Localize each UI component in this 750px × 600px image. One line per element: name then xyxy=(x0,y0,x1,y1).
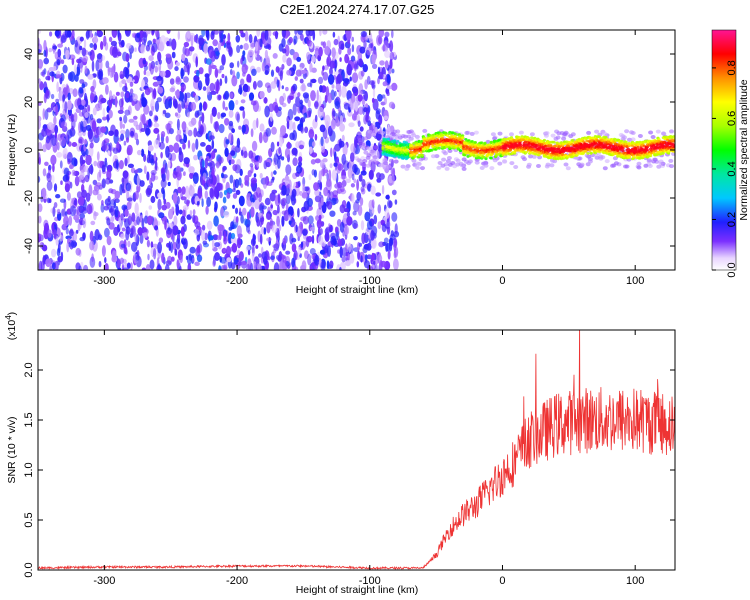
snr-x-tick-label: -300 xyxy=(93,575,115,587)
snr-multiplier: (x104) xyxy=(4,312,18,340)
colorbar xyxy=(711,29,737,271)
snr-y-tick-label: 2.0 xyxy=(23,362,35,377)
spectrogram-x-label: Height of straight line (km) xyxy=(296,284,419,296)
spectrogram-y-label: Frequency (Hz) xyxy=(6,114,18,186)
snr-panel: -300 -200 -100 0 100 0.0 0.5 1.0 1.5 2.0 Height … xyxy=(4,312,676,596)
colorbar-tick-label: 0.2 xyxy=(726,212,738,227)
spectrogram-x-tick-label: -100 xyxy=(359,275,381,287)
snr-x-tick-label: 0 xyxy=(499,575,505,587)
snr-x-tick-label: 100 xyxy=(626,575,644,587)
snr-y-tick-label: 0.0 xyxy=(23,562,35,577)
spectrogram-heatmap xyxy=(38,30,675,270)
snr-y-tick-label: 0.5 xyxy=(23,512,35,527)
snr-frame xyxy=(37,329,676,571)
snr-y-tick-label: 1.5 xyxy=(23,412,35,427)
spectrogram-x-ticks: -300 -200 -100 0 100 xyxy=(93,30,644,287)
snr-x-ticks: -300 -200 -100 0 100 xyxy=(93,330,644,587)
snr-series xyxy=(38,330,675,570)
spectrogram-y-tick-label: 20 xyxy=(23,96,35,108)
spectrogram-x-tick-label: 0 xyxy=(499,275,505,287)
spectrogram-y-tick-label: 0 xyxy=(23,147,35,153)
figure-title: C2E1.2024.274.17.07.G25 xyxy=(280,2,435,17)
spectrogram-x-tick-label: 100 xyxy=(626,275,644,287)
spectrogram-y-tick-label: -20 xyxy=(23,190,35,206)
snr-x-tick-label: -100 xyxy=(359,575,381,587)
colorbar-tick-label: 0.6 xyxy=(726,111,738,126)
snr-x-tick-label: -200 xyxy=(226,575,248,587)
snr-y-label: SNR (10 * v/v) xyxy=(6,416,18,483)
spectrogram-x-tick-label: -300 xyxy=(93,275,115,287)
snr-x-label: Height of straight line (km) xyxy=(296,584,419,596)
colorbar-tick-label: 0.8 xyxy=(726,60,738,75)
colorbar-tick-label: 0.4 xyxy=(726,161,738,176)
spectrogram-x-tick-label: -200 xyxy=(226,275,248,287)
snr-y-ticks: 0.0 0.5 1.0 1.5 2.0 xyxy=(23,362,675,578)
colorbar-label: Normalized spectral amplitude xyxy=(738,79,750,220)
snr-plot-area xyxy=(38,330,675,570)
spectrogram-y-ticks: -40 -20 0 20 40 xyxy=(23,48,675,254)
snr-y-tick-label: 1.0 xyxy=(23,462,35,477)
spectrogram-y-tick-label: 40 xyxy=(23,48,35,60)
snr-line xyxy=(38,330,675,570)
colorbar-ticks: 0.0 0.2 0.4 0.6 0.8 xyxy=(712,60,738,278)
colorbar-tick-label: 0.0 xyxy=(726,262,738,277)
spectrogram-y-tick-label: -40 xyxy=(23,238,35,254)
